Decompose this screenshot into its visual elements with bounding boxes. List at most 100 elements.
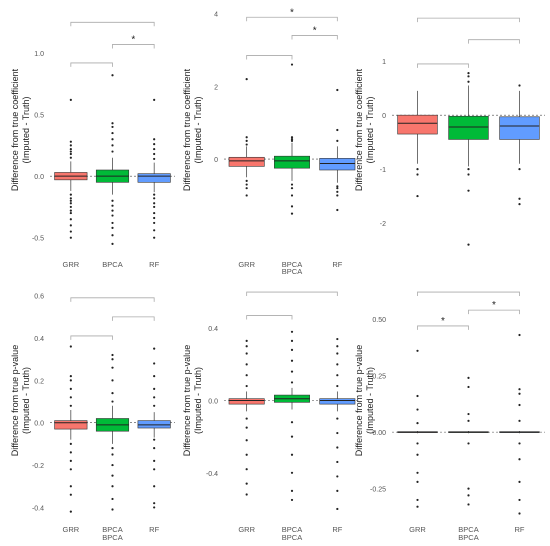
outlier-point (416, 421, 419, 425)
outlier-point (69, 209, 72, 212)
outlier-point (69, 150, 72, 153)
outlier-point (245, 183, 248, 186)
outlier-point (336, 352, 339, 355)
outlier-point (336, 507, 339, 511)
outlier-point (518, 388, 521, 391)
outlier-point (111, 400, 114, 403)
outlier-point (290, 212, 294, 215)
box-bpca (95, 74, 130, 245)
outlier-point (336, 489, 339, 492)
outlier-point (111, 226, 114, 229)
x-tick-label: BPCA (458, 525, 478, 534)
outlier-point (336, 363, 339, 366)
box-body (319, 398, 356, 405)
box-body (137, 420, 171, 429)
outlier-point (69, 199, 72, 202)
box-rf (137, 98, 171, 239)
x-tick-label: GRR (238, 260, 255, 269)
significance-bracket (70, 297, 155, 302)
significance-bracket (417, 325, 469, 330)
outlier-point (245, 453, 248, 456)
box-rf (137, 347, 171, 509)
significance-star: * (290, 7, 294, 18)
y-tick-label: -0.4 (32, 505, 44, 512)
x-axis-label: BPCA (458, 533, 478, 542)
x-axis-label: BPCA (102, 533, 122, 542)
box- (499, 84, 540, 206)
significance-bracket (417, 63, 469, 68)
y-tick-label: -1 (380, 167, 386, 174)
y-tick-label: 1 (382, 59, 386, 66)
outlier-point (111, 453, 114, 456)
outlier-point (153, 211, 156, 215)
outlier-point (245, 143, 248, 146)
outlier-point (153, 468, 156, 471)
y-tick-label: 0.00 (372, 430, 386, 437)
panel-6: -0.25 0.00 0.25 0.50 Difference from true p-… (354, 291, 545, 542)
outlier-point (69, 451, 72, 454)
outlier-point (467, 168, 470, 171)
outlier-point (336, 417, 339, 420)
outlier-point (245, 187, 248, 190)
box-rf (319, 88, 356, 212)
outlier-point (290, 348, 294, 351)
outlier-point (336, 187, 339, 190)
x-axis-label: BPCA (282, 533, 302, 542)
panel-1: -0.5 0.0 0.5 1.0 Difference from true coeffi… (10, 21, 175, 269)
outlier-point (69, 396, 72, 399)
outlier-point (153, 147, 156, 151)
x-tick-label: RF (149, 260, 159, 269)
outlier-point (245, 363, 248, 366)
y-axis-label-line: Difference from true coefficient (354, 68, 364, 191)
outlier-point (416, 394, 419, 398)
outlier-point (336, 139, 339, 143)
box-bpca (274, 63, 310, 215)
outlier-point (153, 197, 156, 200)
outlier-point (111, 122, 114, 125)
x-tick-label: GRR (62, 260, 79, 269)
x-tick-label: GRR (238, 525, 255, 534)
y-axis-label: Difference from true p-value(Imputed - T… (10, 345, 31, 456)
outlier-point (69, 152, 72, 156)
outlier-point (111, 353, 114, 357)
outlier-point (153, 143, 156, 146)
outlier-point (153, 205, 156, 209)
box- (397, 90, 438, 198)
outlier-point (111, 138, 114, 141)
outlier-point (245, 384, 248, 388)
x-tick-label: BPCA (282, 525, 302, 534)
outlier-point (111, 508, 114, 511)
outlier-point (245, 345, 248, 348)
box-body (54, 420, 88, 430)
y-tick-label: -0.25 (370, 487, 386, 494)
outlier-point (245, 194, 248, 197)
outlier-point (290, 194, 294, 197)
outlier-point (111, 74, 114, 77)
box-body (228, 156, 265, 167)
y-tick-label: 0.4 (208, 326, 218, 333)
x-tick-label: RF (332, 260, 342, 269)
outlier-point (518, 458, 521, 461)
y-axis-label-line: (Imputed - Truth) (21, 96, 31, 163)
significance-star: * (313, 25, 317, 36)
outlier-point (111, 204, 114, 207)
outlier-point (290, 183, 294, 186)
outlier-point (290, 339, 294, 342)
box-body (319, 158, 356, 171)
outlier-point (336, 475, 339, 478)
y-axis-label-line: Difference from true p-value (182, 345, 192, 456)
box-rf (319, 337, 356, 511)
outlier-point (153, 387, 156, 390)
outlier-point (111, 242, 114, 245)
y-axis-label: Difference from true coefficient(Imputed… (182, 68, 203, 191)
outlier-point (69, 345, 72, 348)
outlier-point (416, 498, 419, 502)
outlier-point (290, 489, 294, 492)
outlier-point (416, 471, 419, 474)
outlier-point (69, 510, 72, 513)
outlier-point (518, 403, 521, 407)
outlier-point (245, 374, 248, 377)
y-axis-label-line: Difference from true p-value (354, 345, 364, 456)
y-tick-label: 0.2 (34, 378, 44, 385)
box-grr (228, 339, 265, 496)
